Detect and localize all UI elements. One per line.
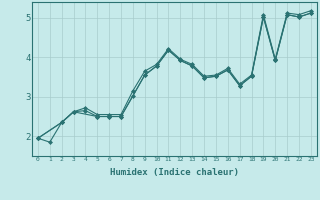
X-axis label: Humidex (Indice chaleur): Humidex (Indice chaleur) <box>110 168 239 177</box>
